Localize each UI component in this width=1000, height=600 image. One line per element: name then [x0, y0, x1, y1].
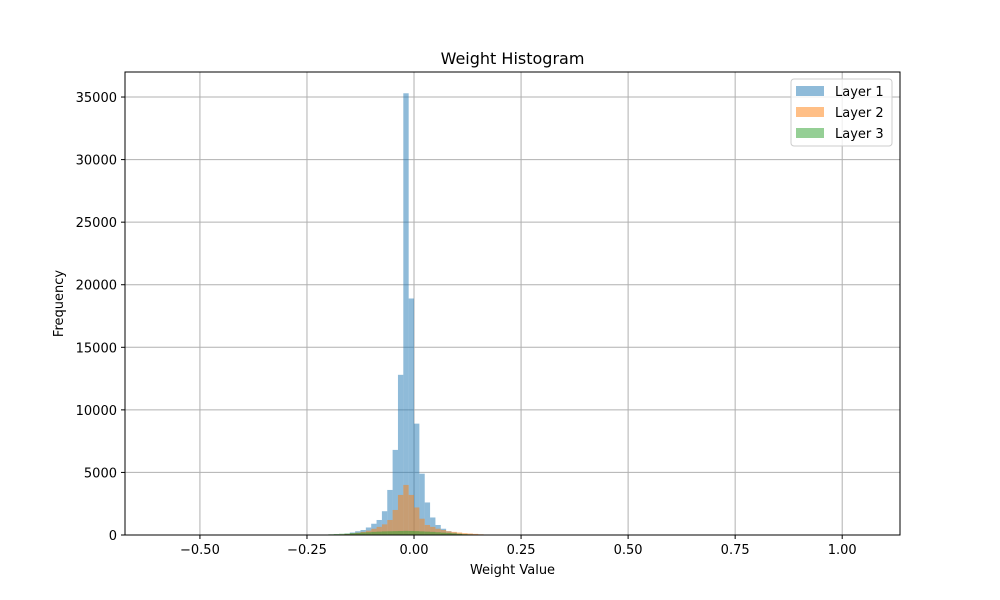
histogram-bar — [392, 531, 398, 535]
y-tick-label: 5000 — [84, 466, 117, 481]
histogram-bar — [414, 531, 420, 535]
histogram-bar — [430, 517, 436, 535]
x-tick-label: 0.25 — [507, 543, 536, 558]
histogram-bar — [467, 533, 473, 535]
histogram-bar — [387, 531, 393, 535]
chart-title: Weight Histogram — [441, 49, 585, 68]
histogram-bar — [414, 423, 420, 535]
x-tick-label: 0.00 — [400, 543, 429, 558]
histogram-bar — [462, 533, 468, 535]
histogram-bar — [376, 531, 382, 535]
histogram-bar — [349, 533, 356, 535]
histogram-bar — [381, 531, 388, 535]
histogram-bar — [355, 532, 361, 535]
histogram-bar — [397, 530, 404, 535]
histogram-bar — [419, 531, 425, 535]
y-tick-label: 10000 — [76, 404, 117, 419]
histogram-bar — [424, 531, 431, 535]
x-tick-label: 0.75 — [721, 543, 750, 558]
y-tick-label: 35000 — [76, 91, 117, 106]
histogram-bar — [344, 533, 350, 535]
legend-label: Layer 2 — [835, 106, 884, 121]
histogram-bar — [408, 530, 415, 535]
x-tick-label: −0.50 — [180, 543, 220, 558]
histogram-bar — [339, 533, 345, 535]
histogram-bar — [360, 532, 366, 535]
histogram-bar — [397, 494, 404, 535]
histogram-bar — [392, 509, 398, 535]
histogram-bar — [392, 449, 398, 535]
plot-area-frame — [124, 71, 901, 536]
legend-swatch — [796, 128, 824, 138]
histogram-bar — [387, 519, 393, 535]
histogram-bar — [451, 533, 457, 535]
histogram-bar — [424, 502, 431, 535]
histogram-bar — [424, 524, 431, 535]
histogram-bar — [472, 533, 479, 535]
histogram-bar — [440, 532, 447, 535]
series-3-bars — [328, 530, 473, 535]
legend-label: Layer 3 — [835, 127, 884, 142]
y-tick-label: 20000 — [76, 279, 117, 294]
histogram-bar — [333, 533, 340, 535]
histogram-bar — [456, 533, 463, 535]
histogram-bar — [403, 530, 409, 535]
histogram-bar — [403, 484, 409, 535]
histogram-bar — [419, 473, 425, 535]
histogram-bar — [408, 298, 415, 535]
y-axis-ticks: 0 5000 10000 15000 20000 25000 30000 35000 — [76, 91, 125, 544]
histogram-bar — [365, 532, 372, 535]
x-tick-label: 0.50 — [614, 543, 643, 558]
x-axis-ticks: −0.50 −0.25 0.00 0.25 0.50 0.75 1.00 — [180, 535, 857, 558]
histogram-bar — [440, 529, 447, 535]
y-tick-label: 30000 — [76, 154, 117, 169]
x-tick-label: −0.25 — [287, 543, 327, 558]
histogram-bar — [387, 489, 393, 535]
histogram-bars — [328, 93, 495, 535]
histogram-bar — [381, 524, 388, 535]
histogram-bar — [381, 511, 388, 535]
legend-swatch — [796, 86, 824, 96]
x-tick-label: 1.00 — [828, 543, 857, 558]
histogram-bar — [371, 531, 377, 535]
histogram-bar — [397, 374, 404, 535]
y-axis-label: Frequency — [52, 270, 67, 337]
histogram-bar — [435, 532, 441, 535]
legend-swatch — [796, 107, 824, 117]
histogram-bar — [408, 494, 415, 535]
histogram-bar — [446, 532, 452, 535]
histogram-bar — [435, 528, 441, 535]
histogram-bar — [403, 93, 409, 535]
histogram-bar — [430, 531, 436, 535]
histogram-bar — [371, 528, 377, 535]
histogram-bar — [419, 518, 425, 535]
legend: Layer 1 Layer 2 Layer 3 — [790, 78, 893, 147]
y-tick-label: 15000 — [76, 341, 117, 356]
y-tick-label: 25000 — [76, 216, 117, 231]
histogram-bar — [430, 526, 436, 535]
histogram-bar — [376, 526, 382, 535]
x-axis-label: Weight Value — [470, 563, 555, 578]
histogram-bar — [414, 507, 420, 535]
y-tick-label: 0 — [109, 529, 117, 544]
legend-label: Layer 1 — [835, 85, 884, 100]
